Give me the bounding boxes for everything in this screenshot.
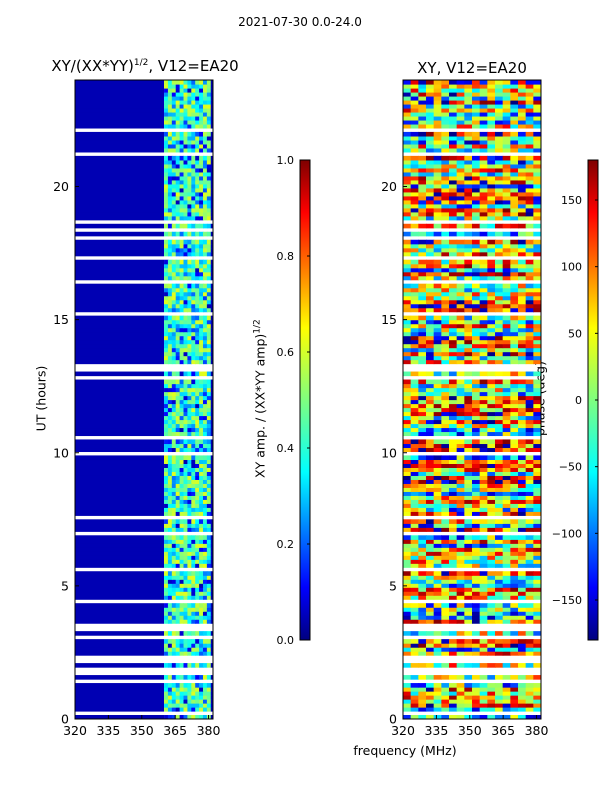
right-plot-frame: [402, 79, 542, 720]
left-y-tick-label: 15: [53, 312, 69, 327]
right-x-tick-label: 320: [391, 723, 415, 738]
right-colorbar-ticks: −150 −100 −50 0 50 100 150: [552, 194, 598, 607]
right-x-tick-label: 335: [424, 723, 448, 738]
right-panel-title: XY, V12=EA20: [417, 59, 527, 77]
right-y-tick-label: 5: [389, 578, 397, 593]
right-y-tick-label: 15: [381, 312, 397, 327]
right-colorbar-tick-label: −150: [552, 594, 582, 607]
right-y-tick-label: 20: [381, 179, 397, 194]
right-heatmap: [403, 80, 541, 719]
right-x-tick-label: 350: [458, 723, 482, 738]
left-x-tick-label: 335: [96, 723, 120, 738]
figure-title: 2021-07-30 0.0-24.0: [238, 15, 362, 29]
left-x-tick-label: 320: [63, 723, 87, 738]
left-colorbar-ticks: 0.0 0.2 0.4 0.6 0.8 1.0: [277, 154, 310, 647]
right-colorbar-tick-label: −50: [559, 461, 582, 474]
left-colorbar-tick-label: 1.0: [277, 154, 295, 167]
left-colorbar-tick-label: 0.6: [277, 346, 295, 359]
left-colorbar-tick-label: 0.2: [277, 538, 295, 551]
left-heatmap: [75, 80, 213, 719]
left-y-tick-label: 20: [53, 179, 69, 194]
left-x-tick-label: 350: [130, 723, 154, 738]
right-colorbar-tick-label: 0: [575, 394, 582, 407]
left-panel-title-main: XY/(XX*YY): [51, 57, 134, 75]
left-panel-title-exponent: 1/2: [133, 58, 149, 68]
left-colorbar-tick-label: 0.8: [277, 250, 295, 263]
right-axes: 320 335 350 365 380 0 5 10 15 20: [381, 179, 548, 738]
left-panel-title-tail: , V12=EA20: [148, 57, 239, 75]
left-y-tick-label: 5: [61, 578, 69, 593]
right-colorbar-tick-label: 150: [561, 194, 582, 207]
left-colorbar-tick-label: 0.0: [277, 634, 295, 647]
right-x-tick-label: 365: [491, 723, 515, 738]
left-x-tick-label: 365: [163, 723, 187, 738]
right-colorbar-tick-label: −100: [552, 527, 582, 540]
left-plot-frame: [74, 79, 214, 720]
left-colorbar: [299, 159, 311, 641]
left-colorbar-tick-label: 0.4: [277, 442, 295, 455]
right-y-tick-label: 0: [389, 712, 397, 727]
left-y-tick-label: 10: [53, 445, 69, 460]
left-panel-title: XY/(XX*YY)1/2, V12=EA20: [40, 57, 250, 75]
right-colorbar-tick-label: 50: [568, 327, 582, 340]
x-axis-label: frequency (MHz): [353, 743, 457, 758]
right-colorbar-tick-label: 100: [561, 261, 582, 274]
left-x-tick-label: 380: [197, 723, 221, 738]
left-y-tick-label: 0: [61, 712, 69, 727]
left-axes: 320 335 350 365 380 0 5 10 15 20: [53, 179, 220, 738]
right-y-tick-label: 10: [381, 445, 397, 460]
right-x-tick-label: 380: [525, 723, 549, 738]
